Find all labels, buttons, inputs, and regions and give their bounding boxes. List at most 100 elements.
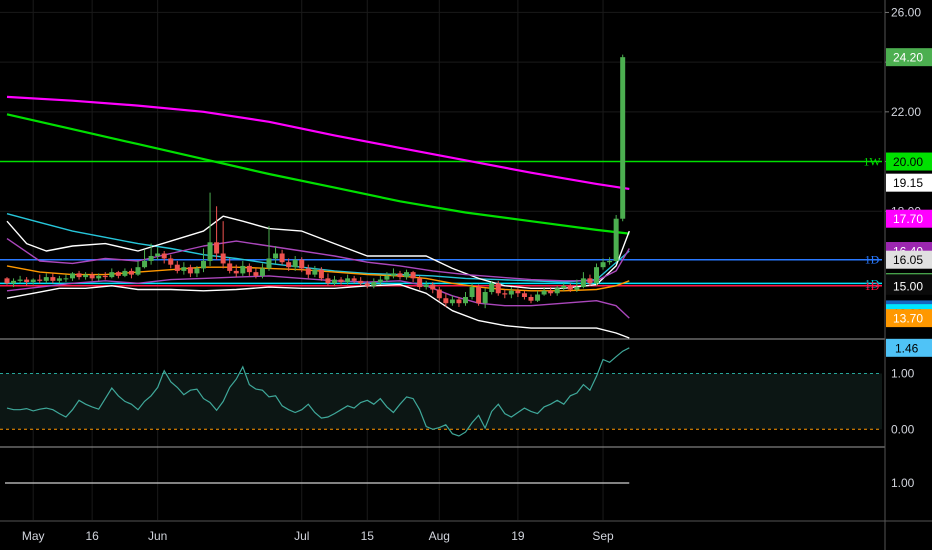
candle-body-15 [102,275,108,278]
candle-43 [286,258,292,271]
candle-body-70 [463,296,468,304]
price-tag-bg-3 [886,209,932,228]
price-tag-8: 15.00 [893,279,923,293]
indicator-band [0,373,882,430]
candle-body-41 [273,253,279,259]
candle-body-11 [76,273,82,278]
candle-64 [423,280,429,290]
candle-52 [345,274,351,285]
candle-71 [469,283,475,300]
candle-49 [325,273,331,286]
candle-69 [456,296,462,307]
candle-body-55 [364,283,370,286]
candle-15 [102,272,108,280]
overlay-line-7 [6,265,630,292]
price-axis[interactable]: 26.0024.0022.0020.0018.0024.2020.0019.15… [885,5,932,490]
candle-94 [620,54,626,222]
candle-3 [24,277,30,286]
candle-body-69 [456,299,462,304]
candle-body-88 [580,278,586,288]
candle-40 [266,226,272,271]
candle-body-71 [469,287,475,297]
candle-93 [613,214,619,263]
candle-body-38 [253,272,259,276]
candle-47 [312,265,318,278]
candle-body-73 [482,292,488,304]
candle-65 [430,282,436,294]
candle-body-46 [305,268,311,275]
indicator-last-tag-bg [886,338,932,357]
indicator-pane [0,347,882,437]
time-axis[interactable]: May 16 Jun Jul 15 Aug 19 Sep [22,529,614,543]
candle-body-19 [128,270,134,275]
price-tag-0: 24.20 [893,51,923,65]
candle-66 [436,287,442,301]
candle-body-4 [30,279,36,283]
candle-73 [482,288,488,309]
candle-body-14 [96,275,102,279]
indicator-last-tag: 1.46 [895,341,919,355]
candle-21 [142,249,148,269]
candle-7 [50,273,56,284]
candle-body-8 [56,278,62,281]
price-tag-bg-8 [886,276,932,295]
candle-75 [495,280,501,296]
level-label-0: 1W [863,155,881,169]
candle-20 [135,260,141,276]
candle-0 [4,277,10,285]
candle-body-50 [332,279,337,284]
candle-4 [30,278,36,285]
candle-body-5 [37,279,43,281]
candle-72 [476,284,482,306]
candle-body-32 [214,242,220,254]
candle-body-92 [607,260,613,263]
candle-67 [443,293,449,307]
candle-48 [318,267,324,281]
price-tag-bg-0 [886,48,932,67]
candle-body-12 [83,274,89,278]
candle-81 [535,290,541,302]
candle-body-89 [587,278,593,284]
moving-averages [6,95,630,339]
candle-body-20 [135,267,141,275]
candle-body-9 [63,278,69,280]
candle-body-60 [397,273,403,278]
candle-91 [600,258,606,270]
candle-84 [554,285,560,296]
candle-27 [181,262,187,275]
candle-30 [201,248,206,273]
candle-body-81 [535,294,541,301]
candle-11 [76,270,82,280]
price-tag-5: 16.05 [893,253,923,267]
candle-60 [397,270,403,280]
candle-body-72 [476,287,482,304]
price-tick-label-2: 22.00 [891,105,921,119]
candle-body-57 [377,279,383,283]
candle-body-16 [109,272,115,278]
price-tag-11: 13.70 [893,312,923,326]
price-tag-bg-5 [886,250,932,269]
candle-25 [168,254,174,269]
candle-body-22 [148,255,154,261]
price-tag-1: 20.00 [893,155,923,169]
candle-body-62 [410,272,416,279]
candle-82 [541,287,547,296]
candle-body-53 [351,278,357,281]
candle-23 [155,247,161,260]
candle-28 [187,264,193,278]
candle-body-43 [286,262,292,268]
candle-31 [207,192,213,266]
candle-83 [548,287,554,296]
overlay-line-1 [6,113,630,235]
candle-body-18 [122,270,128,276]
candle-22 [148,243,154,265]
candle-body-3 [24,279,30,283]
candle-body-26 [174,264,180,271]
candle-87 [574,279,580,293]
candle-19 [128,268,134,279]
candle-body-66 [436,289,442,299]
candle-body-77 [508,290,514,295]
candle-body-80 [528,296,534,301]
candle-35 [233,264,239,278]
